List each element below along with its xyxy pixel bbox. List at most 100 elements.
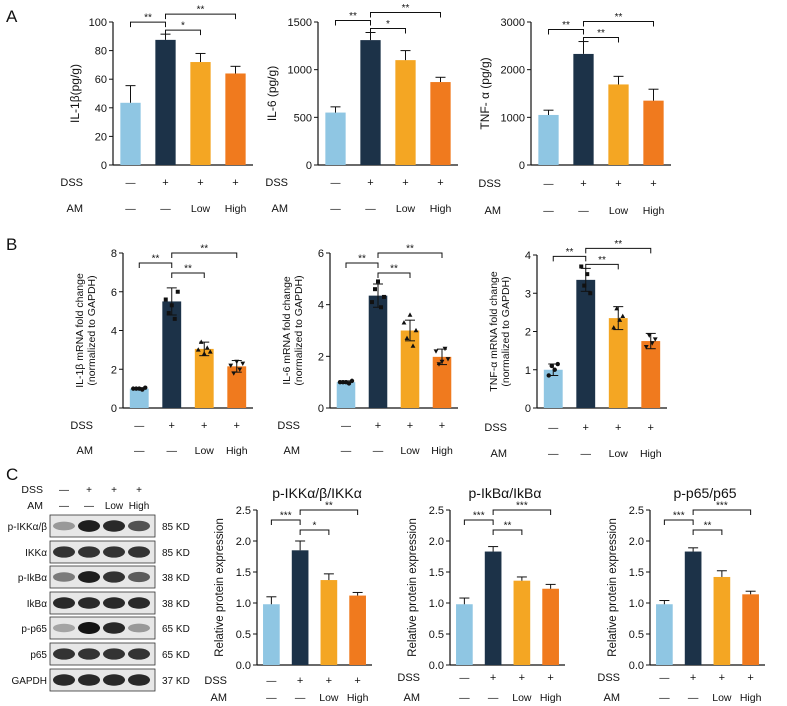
y-tick-label: 2: [318, 351, 324, 363]
wb-size-label: 37 KD: [162, 676, 190, 687]
significance-label: **: [704, 521, 712, 532]
data-point: [442, 346, 448, 352]
y-tick-label: 2.5: [429, 505, 444, 517]
y-axis-label: Relative protein expression: [214, 518, 226, 657]
y-tick-label: 1000: [501, 112, 525, 124]
significance-bracket: [492, 509, 552, 515]
am-mark: —: [578, 205, 589, 217]
am-mark: High: [347, 692, 369, 704]
wb-row: IKKα 85 KD: [25, 540, 190, 564]
data-point: [585, 272, 590, 277]
significance-bracket: [692, 529, 723, 535]
y-tick-label: 4: [318, 300, 324, 312]
significance-bracket: [345, 262, 379, 268]
y-tick-label: 20: [95, 131, 107, 143]
am-row-label: AM: [604, 692, 621, 704]
wb-protein-label: GAPDH: [11, 676, 47, 687]
bar-b1-3: [227, 366, 247, 408]
wb-band: [103, 674, 125, 686]
y-tick-label: 2.0: [629, 536, 644, 548]
bar-a1-1: [155, 39, 176, 165]
y-axis-label: IL-6 mRNA fold change(normalized to GAPD…: [281, 275, 305, 385]
dss-mark: —: [331, 178, 341, 189]
data-point: [445, 357, 451, 362]
bar-a2-0: [325, 112, 346, 165]
am-mark: —: [266, 692, 277, 704]
wb-band: [78, 622, 100, 634]
y-tick-label: 60: [95, 74, 107, 86]
bar-a1-0: [120, 102, 141, 165]
y-axis-label: Relative protein expression: [407, 518, 419, 657]
data-point: [407, 312, 413, 317]
data-point: [376, 279, 380, 284]
significance-bracket: [299, 509, 359, 515]
chart-b3: 0 1 2 3 4 TNF-α mRNA fold change(normalized t…: [484, 239, 667, 460]
significance-label: **: [325, 501, 333, 512]
dss-row-label: DSS: [60, 177, 83, 189]
chart-c1: p-IKKα/β/IKKα 0.0 0.5 1.0 1.5 2.0 2.5 Relative …: [204, 485, 372, 704]
y-tick-label: 6: [111, 287, 117, 299]
dss-mark: —: [659, 673, 669, 684]
am-mark: —: [459, 692, 470, 704]
data-point: [231, 371, 237, 376]
am-mark: —: [488, 692, 499, 704]
dss-mark: —: [126, 178, 136, 189]
y-tick-label: 0: [318, 403, 324, 415]
y-axis-label-line: (normalized to GAPDH): [86, 275, 98, 385]
am-mark: —: [581, 448, 592, 460]
wb-band: [103, 520, 125, 532]
wb-row: GAPDH 37 KD: [11, 668, 190, 692]
significance-label: **: [152, 254, 160, 265]
wb-band: [103, 597, 125, 609]
am-row-label: AM: [284, 445, 301, 457]
panel-label-a: A: [6, 7, 18, 26]
y-tick-label: 4: [111, 326, 117, 338]
bar-b3-1: [576, 279, 596, 408]
significance-label: **: [349, 11, 357, 22]
dss-mark: +: [169, 420, 175, 432]
data-point: [552, 367, 557, 372]
am-mark: —: [659, 692, 670, 704]
y-tick-label: 0: [101, 160, 107, 172]
am-mark: —: [295, 692, 306, 704]
am-mark: Low: [712, 692, 732, 704]
dss-mark: +: [439, 420, 445, 432]
bar-b1-2: [194, 348, 214, 408]
dss-mark: +: [232, 177, 238, 189]
data-point: [413, 327, 419, 333]
wb-band: [53, 597, 75, 609]
significance-label: *: [181, 21, 185, 32]
panel-label-b: B: [6, 235, 17, 254]
significance-bracket: [585, 263, 619, 270]
data-point: [234, 359, 240, 365]
significance-label: **: [614, 239, 622, 250]
data-point: [237, 367, 243, 372]
y-tick-label: 2: [525, 327, 531, 339]
data-point: [436, 362, 442, 367]
wb-band: [53, 546, 75, 558]
dss-mark: +: [407, 420, 413, 432]
wb-band: [128, 520, 150, 532]
wb-protein-label: p65: [30, 650, 47, 661]
data-point: [204, 345, 210, 350]
dss-mark: +: [162, 177, 168, 189]
am-mark: Low: [609, 205, 629, 217]
wb-row: IkBα 38 KD: [27, 591, 190, 615]
data-point: [198, 339, 204, 344]
significance-bracket: [377, 252, 443, 258]
bar-c1-3: [349, 595, 366, 665]
wb-band: [78, 520, 100, 532]
wb-membrane: [49, 616, 156, 640]
y-tick-label: 4: [525, 250, 531, 262]
data-point: [617, 317, 623, 322]
data-point: [410, 343, 416, 348]
y-tick-label: 1.5: [629, 567, 644, 579]
data-point: [207, 349, 213, 354]
y-axis-label: IL-1β mRNA fold change(normalized to GAP…: [74, 273, 98, 388]
data-point: [555, 361, 560, 367]
data-point: [652, 337, 658, 342]
wb-size-label: 38 KD: [162, 599, 190, 610]
